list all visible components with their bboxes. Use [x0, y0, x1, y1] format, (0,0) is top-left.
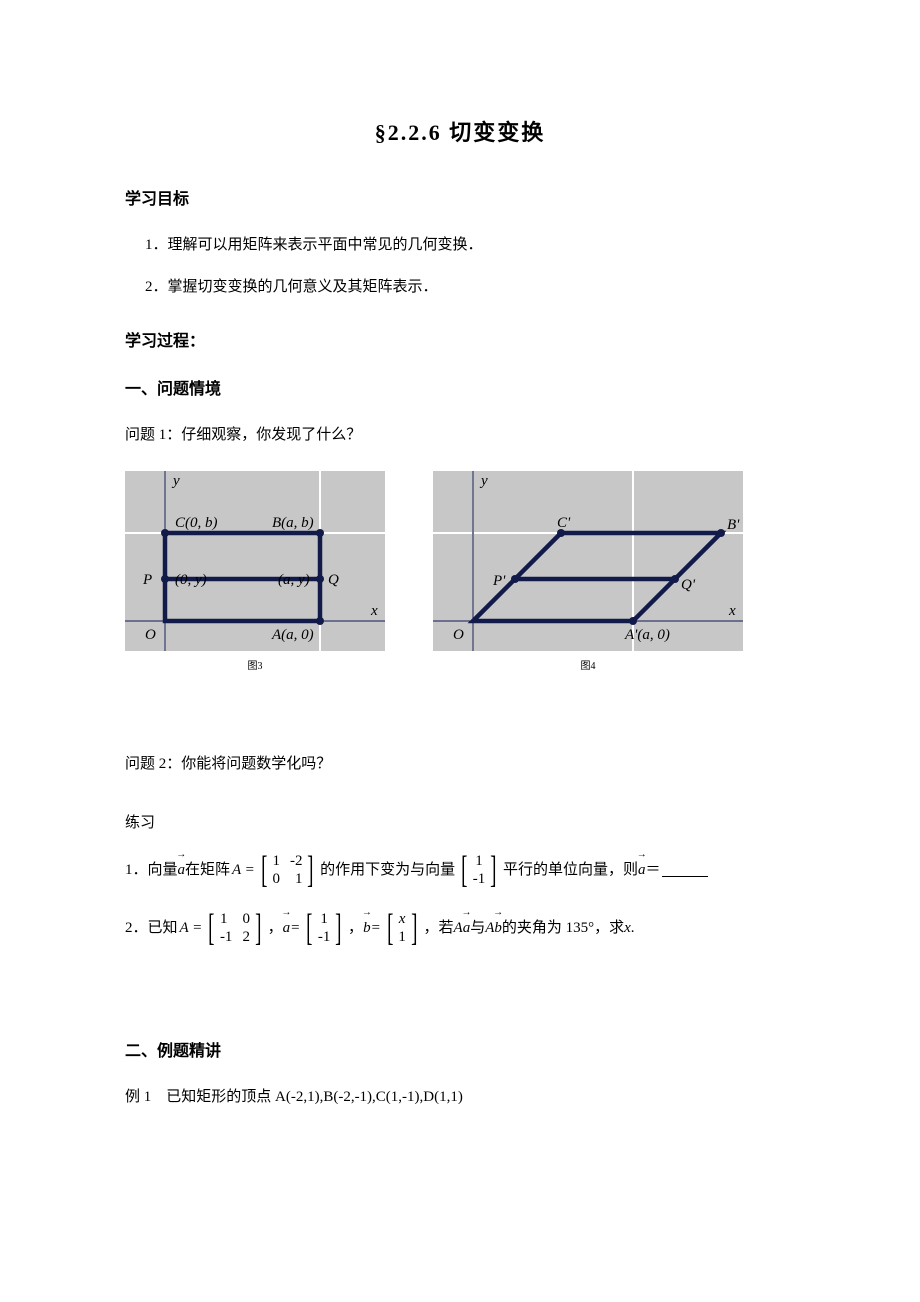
p1-eq: ＝	[645, 858, 660, 882]
bracket-right-icon: ]	[336, 909, 342, 947]
p2-x: x	[624, 916, 631, 940]
figure-3-wrap: y C(0, b) B(a, b) P (0, y) (a, y) Q O A(a, 0) x 图…	[125, 471, 385, 672]
p1-mid2: 的作用下变为与向量	[320, 858, 455, 882]
bracket-left-icon: [	[387, 909, 393, 947]
p1-blank	[662, 862, 708, 877]
p2-cola: [ 1 -1 ]	[303, 909, 345, 947]
p2-comma1: ，	[268, 916, 283, 940]
p2-vec-b: b	[363, 916, 371, 940]
mval: -1	[318, 928, 331, 946]
p1-pre: 1．向量	[125, 858, 178, 882]
svg-text:Q: Q	[328, 572, 339, 588]
p1-matrixA-body: 1-2 01	[270, 852, 304, 888]
mval: 2	[242, 928, 250, 946]
bracket-right-icon: ]	[308, 851, 314, 889]
p2-eqb: =	[371, 916, 381, 940]
p2-comma2: ，	[348, 916, 363, 940]
bracket-right-icon: ]	[411, 909, 417, 947]
mval: -2	[290, 852, 303, 870]
svg-text:Q': Q'	[681, 577, 696, 593]
svg-text:C(0, b): C(0, b)	[175, 515, 218, 531]
p2-tail: 的夹角为 135°，求	[502, 916, 624, 940]
mval: 0	[272, 870, 280, 888]
heading-process: 学习过程：	[125, 327, 795, 351]
p1-col: [ 1 -1 ]	[458, 851, 500, 889]
bracket-left-icon: [	[461, 851, 467, 889]
bracket-left-icon: [	[208, 909, 214, 947]
heading-examples: 二、例题精讲	[125, 1037, 795, 1061]
svg-text:y: y	[479, 473, 488, 489]
practice-2: 2．已知 A = [ 10 -12 ] ， a = [ 1 -1 ] ， b =…	[125, 909, 795, 947]
p2-matrixA: [ 10 -1 2 ]	[205, 909, 264, 947]
svg-text:x: x	[370, 603, 378, 619]
p1-mid3: 平行的单位向量，则	[503, 858, 638, 882]
svg-text:C': C'	[557, 515, 571, 531]
figure-3-caption: 图3	[248, 657, 263, 672]
svg-text:(a, y): (a, y)	[278, 572, 310, 588]
practice-1: 1．向量 a 在矩阵 A = [ 1-2 01 ] 的作用下变为与向量 [ 1 …	[125, 851, 795, 889]
p1-col-body: 1 -1	[471, 852, 488, 888]
figure-3: y C(0, b) B(a, b) P (0, y) (a, y) Q O A(a, 0) x	[125, 471, 385, 651]
mval: 1	[220, 910, 228, 928]
mval: 1	[475, 852, 483, 870]
p2-vec-a: a	[283, 916, 291, 940]
practice-heading: 练习	[125, 811, 795, 837]
p1-vec-a: a	[178, 858, 186, 882]
p1-matrixA: [ 1-2 01 ]	[258, 851, 317, 889]
figure-4-wrap: y C' B' P' Q' O A'(a, 0) x 图4	[433, 471, 743, 672]
p1-mid1: 在矩阵	[185, 858, 230, 882]
mval: 1	[398, 928, 406, 946]
p2-Aeq: A =	[180, 916, 203, 940]
svg-text:O: O	[453, 627, 464, 643]
question-2: 问题 2：你能将问题数学化吗？	[125, 752, 795, 778]
figure-4: y C' B' P' Q' O A'(a, 0) x	[433, 471, 743, 651]
svg-text:O: O	[145, 627, 156, 643]
svg-text:x: x	[728, 603, 736, 619]
svg-text:y: y	[171, 473, 180, 489]
heading-context: 一、问题情境	[125, 375, 795, 399]
bracket-right-icon: ]	[490, 851, 496, 889]
mval: 1	[295, 870, 303, 888]
svg-text:A(a, 0): A(a, 0)	[271, 627, 314, 643]
question-1: 问题 1：仔细观察，你发现了什么？	[125, 423, 795, 449]
bracket-left-icon: [	[261, 851, 267, 889]
mval: -1	[220, 928, 233, 946]
svg-text:A'(a, 0): A'(a, 0)	[624, 627, 670, 643]
p1-vec-a2: a	[638, 858, 646, 882]
p2-cola-body: 1 -1	[316, 910, 333, 946]
heading-goals: 学习目标	[125, 185, 795, 209]
mval: -1	[473, 870, 486, 888]
example-1: 例 1 已知矩形的顶点 A(-2,1),B(-2,-1),C(1,-1),D(1…	[125, 1085, 795, 1111]
p1-Aeq: A =	[232, 858, 255, 882]
svg-text:P: P	[142, 572, 152, 588]
mval: 1	[320, 910, 328, 928]
mval: 1	[272, 852, 280, 870]
bracket-right-icon: ]	[255, 909, 261, 947]
p2-eqa: =	[290, 916, 300, 940]
p2-period: .	[631, 916, 635, 940]
p2-and: 与	[470, 916, 485, 940]
p2-mid: ，若	[424, 916, 454, 940]
figure-row: y C(0, b) B(a, b) P (0, y) (a, y) Q O A(a, 0) x 图…	[125, 471, 795, 672]
page-title: §2.2.6 切变变换	[125, 115, 795, 147]
p2-Aa-vec: a	[463, 916, 471, 940]
goal-item-1: 1．理解可以用矩阵来表示平面中常见的几何变换．	[145, 233, 795, 257]
svg-text:P': P'	[492, 573, 506, 589]
bracket-left-icon: [	[306, 909, 312, 947]
p2-colb-body: x 1	[396, 910, 408, 946]
svg-text:B': B'	[727, 517, 740, 533]
mval: x	[399, 910, 406, 928]
p2-pre: 2．已知	[125, 916, 178, 940]
page: §2.2.6 切变变换 学习目标 1．理解可以用矩阵来表示平面中常见的几何变换．…	[0, 0, 920, 1302]
goal-item-2: 2．掌握切变变换的几何意义及其矩阵表示．	[145, 275, 795, 299]
svg-text:B(a, b): B(a, b)	[272, 515, 314, 531]
p2-colb: [ x 1 ]	[384, 909, 421, 947]
mval: 0	[242, 910, 250, 928]
p2-matrixA-body: 10 -1 2	[218, 910, 252, 946]
figure-4-caption: 图4	[581, 657, 596, 672]
svg-text:(0, y): (0, y)	[175, 572, 207, 588]
p2-Ab-vec: b	[494, 916, 502, 940]
